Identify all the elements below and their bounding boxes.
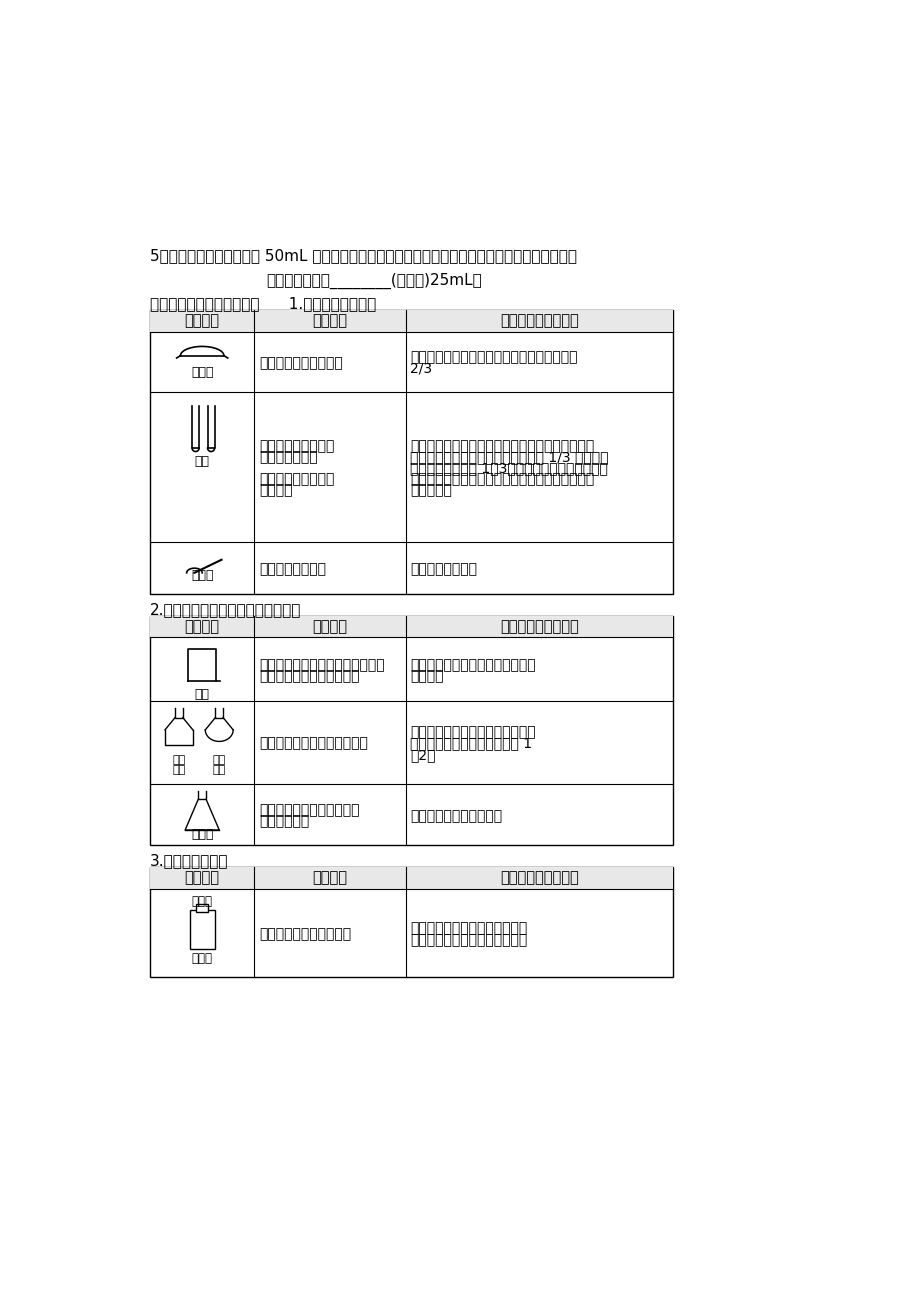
Text: 仪器名称: 仪器名称 xyxy=(185,620,220,634)
Text: 热固体。: 热固体。 xyxy=(259,483,292,497)
Text: 既可加热液体也可加: 既可加热液体也可加 xyxy=(259,473,335,487)
Text: 可直接加热，外壁有水时要擦干。加热时应用试管: 可直接加热，外壁有水时要擦干。加热时应用试管 xyxy=(410,439,594,453)
Text: 收集少量气体。: 收集少量气体。 xyxy=(259,450,317,465)
Text: 3.不能加热的仪器: 3.不能加热的仪器 xyxy=(150,853,228,868)
Text: 可直接用于加热。: 可直接用于加热。 xyxy=(410,562,477,577)
Text: ／2。: ／2。 xyxy=(410,747,436,762)
Text: 人，避免液体沸腾时喷出伤人。加热后不能骤冷，: 人，避免液体沸腾时喷出伤人。加热后不能骤冷， xyxy=(410,473,594,487)
Bar xyxy=(150,310,673,595)
Text: 初中常见实验仪器附录表：      1.能直接加热的仪器: 初中常见实验仪器附录表： 1.能直接加热的仪器 xyxy=(150,297,376,311)
Text: 热均匀。: 热均匀。 xyxy=(410,669,443,684)
Text: 圆底: 圆底 xyxy=(212,755,226,764)
Text: 防止炸裂。: 防止炸裂。 xyxy=(410,483,451,497)
Text: 蒸发皿: 蒸发皿 xyxy=(191,366,213,379)
Text: 如果在其中进行燃烧反应且有固: 如果在其中进行燃烧反应且有固 xyxy=(410,922,527,936)
Bar xyxy=(196,904,209,911)
Text: 作配制、浓缩、稀释溶液。也可用: 作配制、浓缩、稀释溶液。也可用 xyxy=(259,658,384,672)
Text: 试管: 试管 xyxy=(195,454,210,467)
Text: 使用方法和注意事项: 使用方法和注意事项 xyxy=(499,314,578,328)
Text: 平底: 平底 xyxy=(172,755,186,764)
Text: 仪器名称: 仪器名称 xyxy=(185,314,220,328)
Text: 燃烧少量固体物质: 燃烧少量固体物质 xyxy=(259,562,326,577)
Bar xyxy=(150,867,673,888)
Text: 所装液体的量不应超过其容积 1: 所装液体的量不应超过其容积 1 xyxy=(410,737,532,751)
Text: 作反应器等。用于液体加热: 作反应器等。用于液体加热 xyxy=(259,669,359,684)
Text: 主要用途: 主要用途 xyxy=(312,620,347,634)
Text: 用于收集和贮存少量气体: 用于收集和贮存少量气体 xyxy=(259,927,351,941)
Text: 烧瓶: 烧瓶 xyxy=(172,764,186,775)
Text: 集气瓶: 集气瓶 xyxy=(191,953,212,965)
Bar xyxy=(150,310,673,332)
Text: 夹或固定在铁架台上，夹持在距管口 1/3 处。加热: 夹或固定在铁架台上，夹持在距管口 1/3 处。加热 xyxy=(410,450,608,465)
Text: 锥型瓶: 锥型瓶 xyxy=(191,828,213,841)
Text: 玻璃片: 玻璃片 xyxy=(191,894,212,907)
Bar xyxy=(150,867,673,976)
Text: 仪器名称: 仪器名称 xyxy=(185,870,220,885)
Bar xyxy=(150,616,673,638)
Text: 体生成时，应在底部加少量水或: 体生成时，应在底部加少量水或 xyxy=(410,932,527,947)
Text: 常用作反应器，也可: 常用作反应器，也可 xyxy=(259,439,335,453)
Text: 体的体积实际是________(＜或＞)25mL。: 体的体积实际是________(＜或＞)25mL。 xyxy=(266,273,482,289)
Text: 用于液体加热: 用于液体加热 xyxy=(259,815,309,828)
Text: 用于蒸发或浓缩溶液。: 用于蒸发或浓缩溶液。 xyxy=(259,357,343,370)
Text: 5、右图表示的是某同学用 50mL 量筒最取一定体积液体的操作。请你仔细观察该图，判断量筒内液: 5、右图表示的是某同学用 50mL 量筒最取一定体积液体的操作。请你仔细观察该图… xyxy=(150,249,576,263)
Text: 主要用途: 主要用途 xyxy=(312,314,347,328)
Text: 主要用途: 主要用途 xyxy=(312,870,347,885)
Text: 用作反应器，可用于加热液体: 用作反应器，可用于加热液体 xyxy=(259,737,368,751)
Text: 一般放在石棉网上加热。: 一般放在石棉网上加热。 xyxy=(410,809,502,823)
Text: 液体不超过容积的 1／3，试管口不能对着自己和别: 液体不超过容积的 1／3，试管口不能对着自己和别 xyxy=(410,461,607,475)
Text: 不能直接加热，加热时要垫石棉网: 不能直接加热，加热时要垫石棉网 xyxy=(410,725,536,740)
Text: 用作接受器、用作反应器等: 用作接受器、用作反应器等 xyxy=(259,803,359,818)
Text: 2/3: 2/3 xyxy=(410,362,432,376)
Text: 使用方法及注意事项: 使用方法及注意事项 xyxy=(499,870,578,885)
Text: 使用方法和注意事项: 使用方法和注意事项 xyxy=(499,620,578,634)
Text: 加热时应放置在石棉网上，使之受: 加热时应放置在石棉网上，使之受 xyxy=(410,658,536,672)
Text: 2.能间接加热（需垫石棉网）的仪器: 2.能间接加热（需垫石棉网）的仪器 xyxy=(150,602,301,617)
Text: 燃烧匙: 燃烧匙 xyxy=(191,569,213,582)
Bar xyxy=(150,616,673,845)
Text: 烧瓶: 烧瓶 xyxy=(212,764,226,775)
Text: 烧杯: 烧杯 xyxy=(195,687,210,700)
Text: 可直接加热，盛放的液体量一般应少于容积的: 可直接加热，盛放的液体量一般应少于容积的 xyxy=(410,350,577,365)
Bar xyxy=(189,910,214,949)
